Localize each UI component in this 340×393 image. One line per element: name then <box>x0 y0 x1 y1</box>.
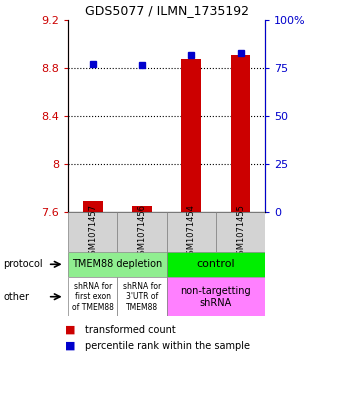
Text: GSM1071457: GSM1071457 <box>88 204 97 260</box>
FancyBboxPatch shape <box>216 212 265 252</box>
Bar <box>132 206 152 212</box>
Text: protocol: protocol <box>3 259 43 269</box>
Text: GSM1071454: GSM1071454 <box>187 204 196 260</box>
Text: GSM1071455: GSM1071455 <box>236 204 245 260</box>
Text: shRNA for
first exon
of TMEM88: shRNA for first exon of TMEM88 <box>72 282 114 312</box>
FancyBboxPatch shape <box>167 277 265 316</box>
Bar <box>182 59 201 212</box>
FancyBboxPatch shape <box>167 212 216 252</box>
Text: ■: ■ <box>65 325 75 335</box>
FancyBboxPatch shape <box>68 212 117 252</box>
Text: control: control <box>197 259 235 269</box>
FancyBboxPatch shape <box>68 252 167 277</box>
Bar <box>83 201 103 212</box>
FancyBboxPatch shape <box>117 277 167 316</box>
Title: GDS5077 / ILMN_1735192: GDS5077 / ILMN_1735192 <box>85 4 249 17</box>
Text: TMEM88 depletion: TMEM88 depletion <box>72 259 163 269</box>
FancyBboxPatch shape <box>117 212 167 252</box>
Text: transformed count: transformed count <box>85 325 176 335</box>
Text: percentile rank within the sample: percentile rank within the sample <box>85 341 250 351</box>
Text: GSM1071456: GSM1071456 <box>137 204 147 260</box>
Text: shRNA for
3'UTR of
TMEM88: shRNA for 3'UTR of TMEM88 <box>123 282 161 312</box>
Text: other: other <box>3 292 29 302</box>
Text: ■: ■ <box>65 341 75 351</box>
Text: non-targetting
shRNA: non-targetting shRNA <box>181 286 251 307</box>
FancyBboxPatch shape <box>68 277 117 316</box>
FancyBboxPatch shape <box>167 252 265 277</box>
Bar <box>231 55 250 212</box>
